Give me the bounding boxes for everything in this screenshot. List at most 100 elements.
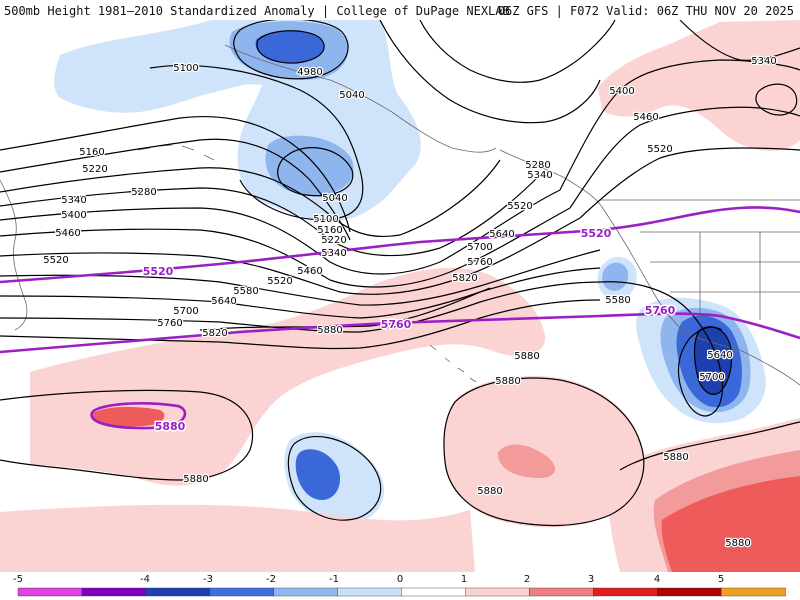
contour-5880-subtropical [287, 436, 382, 521]
colorbar-segments [17, 587, 786, 597]
highlight-label: 5760 [381, 318, 412, 331]
contour-label: 5160 [317, 225, 342, 236]
negative-anomaly-gulf-deep [255, 30, 325, 64]
contour-label: 5340 [527, 170, 552, 181]
highlight-label: 5880 [155, 420, 186, 433]
contour-label: 4980 [297, 67, 322, 78]
contour-label: 5640 [489, 229, 514, 240]
contour-label: 5580 [233, 286, 258, 297]
contour-5520 [0, 217, 581, 295]
negative-anomaly-gulf-core [229, 21, 354, 196]
contour-label: 5520 [43, 255, 68, 266]
colorbar-tick: 5 [717, 574, 725, 585]
positive-anomaly-dateline-core [91, 406, 165, 427]
colorbar-tick: 2 [523, 574, 531, 585]
colorbar-segment [145, 587, 211, 597]
highlight-5760 [0, 312, 800, 354]
positive-anomaly-hawaii [443, 376, 644, 528]
contour-label: 5100 [313, 214, 338, 225]
contour-canada-5520 [579, 147, 800, 219]
contour-label-layer: 4980 5040 5040 5100 5100 5160 5160 5220 … [42, 55, 778, 551]
contour-5640 [0, 267, 601, 319]
contour-5880-hawaii [443, 377, 645, 527]
highlight-label: 5760 [645, 304, 676, 317]
negative-anomaly-subtropical-core [295, 449, 341, 500]
colorbar-segment [657, 587, 722, 597]
contour-label: 5760 [157, 318, 182, 329]
colorbar-tick: -4 [140, 574, 150, 585]
contour-label: 5880 [183, 474, 208, 485]
contour-label: 5040 [322, 193, 347, 204]
colorbar-segment [337, 587, 403, 597]
contour-label: 5280 [131, 187, 156, 198]
mexico-border [679, 329, 800, 386]
contour-5700 [0, 281, 601, 333]
contour-canada-5400 [559, 59, 800, 191]
colorbar-tick: 3 [587, 574, 595, 585]
contour-label: 5340 [61, 195, 86, 206]
colorbar-segment [720, 587, 786, 597]
highlight-5880-dateline [90, 402, 187, 430]
height-contours [0, 18, 800, 527]
geography-lines [0, 44, 800, 386]
contour-label: 5220 [82, 164, 107, 175]
contour-sw-low-inner [693, 326, 733, 395]
product-title: 500mb Height 1981–2010 Standardized Anom… [4, 4, 510, 18]
colorbar-tick: 0 [396, 574, 404, 585]
contour-label: 5880 [477, 486, 502, 497]
highlight-label: 5520 [581, 227, 612, 240]
colorbar-tick: -3 [203, 574, 213, 585]
contour-label: 5640 [707, 350, 732, 361]
colorbar-segment [593, 587, 658, 597]
anomaly-shading [0, 20, 800, 572]
contour-label: 5760 [467, 257, 492, 268]
contour-arctic-2 [379, 19, 601, 124]
contour-label: 5820 [452, 273, 477, 284]
contour-label: 5700 [699, 372, 724, 383]
contour-label: 5820 [202, 328, 227, 339]
contour-label: 5040 [339, 90, 364, 101]
contour-label: 5640 [211, 296, 236, 307]
colorbar-segment [81, 587, 147, 597]
contour-label: 5580 [605, 295, 630, 306]
highlight-5520 [0, 206, 800, 284]
hawaii-islands [429, 344, 477, 383]
colorbar-tick: -1 [329, 574, 339, 585]
contour-5580 [0, 249, 601, 306]
colorbar-tick: -5 [13, 574, 23, 585]
contour-5220 [0, 138, 351, 241]
contour-5820 [199, 287, 491, 331]
highlight-label-layer: 5520 5520 5760 5760 5880 [141, 226, 677, 435]
contour-canada-low [755, 83, 798, 116]
contour-5160 [0, 115, 351, 233]
highlight-label: 5520 [143, 265, 174, 278]
contour-label: 5520 [507, 201, 532, 212]
contour-label: 5520 [267, 276, 292, 287]
contour-label: 5160 [79, 147, 104, 158]
aleutian-islands [137, 144, 215, 161]
contour-label: 5880 [663, 452, 688, 463]
contour-5280 [0, 159, 501, 238]
contour-4980 [256, 30, 325, 64]
contour-canada-5460 [569, 106, 800, 209]
contour-label: 5880 [317, 325, 342, 336]
contour-5460 [0, 207, 571, 288]
contour-label: 5880 [495, 376, 520, 387]
alaska-coastline [224, 44, 497, 153]
contour-label: 5460 [297, 266, 322, 277]
contour-5880-mexico [619, 421, 800, 471]
contour-label: 5100 [173, 63, 198, 74]
contour-label: 5880 [514, 351, 539, 362]
colorbar-segment [273, 587, 339, 597]
contour-label: 5520 [647, 144, 672, 155]
contour-sw-low-outer [599, 281, 723, 417]
colorbar-tick: 4 [653, 574, 661, 585]
colorbar-strip [17, 587, 786, 597]
contour-label: 5400 [61, 210, 86, 221]
colorbar-segment [209, 587, 275, 597]
header-bar: 500mb Height 1981–2010 Standardized Anom… [0, 0, 800, 20]
contour-5040-north [233, 18, 349, 80]
contour-label: 5400 [609, 86, 634, 97]
positive-anomaly-subtropics-south [0, 504, 475, 572]
